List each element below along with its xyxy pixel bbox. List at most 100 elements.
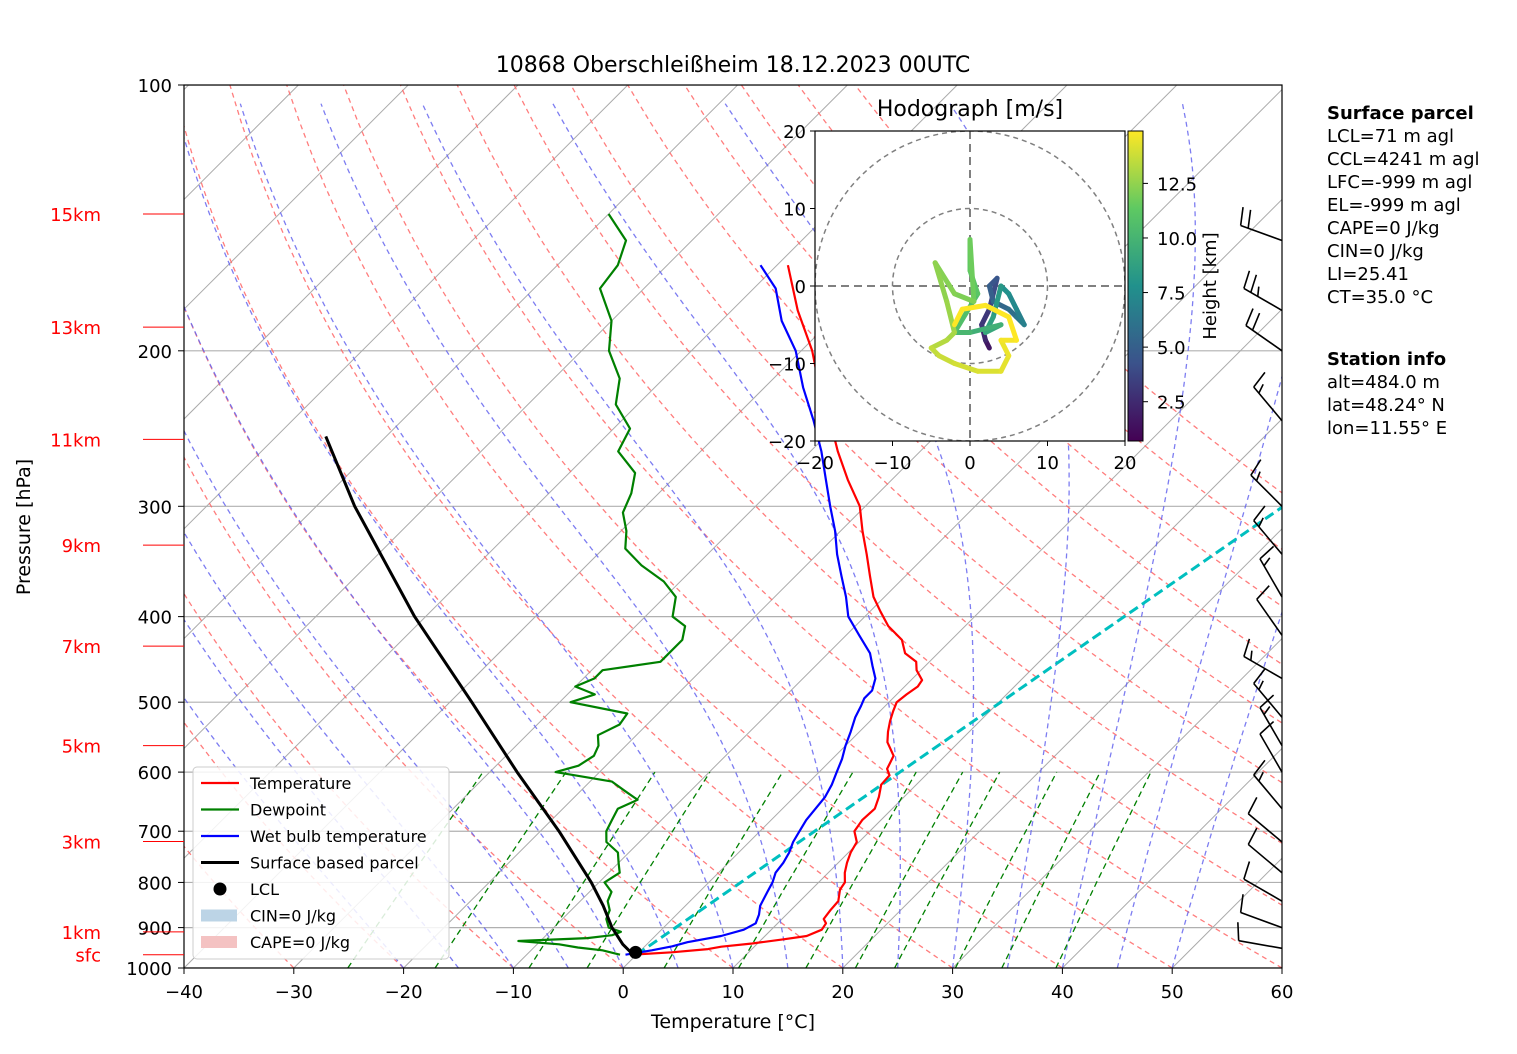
hodograph-segment [998, 337, 1012, 359]
hodograph-segment [967, 237, 977, 304]
legend-entry: Wet bulb temperature [201, 827, 427, 846]
isotherm-line [732, 418, 1282, 968]
x-tick-label: 20 [831, 982, 854, 1003]
legend-label: Temperature [249, 774, 351, 793]
hodograph-background [815, 131, 1125, 441]
surface-parcel-li: LI=25.41 [1327, 264, 1409, 285]
y-tick-label: 700 [138, 822, 172, 843]
x-tick-label: −40 [165, 982, 203, 1003]
legend-label: Wet bulb temperature [250, 827, 427, 846]
hodograph-y-tick-label: −20 [768, 432, 806, 453]
moist-adiabat-line [320, 103, 789, 968]
series-layer [324, 213, 924, 959]
moist-adiabat-line [184, 135, 679, 968]
hodograph-segment [936, 353, 957, 366]
dry-adiabat-line [184, 455, 624, 968]
wind-barb [1253, 371, 1283, 422]
hodograph-segment [952, 306, 965, 328]
surface-parcel-ct: CT=35.0 °C [1327, 287, 1434, 308]
isotherm-line [513, 198, 1282, 968]
dry-adiabat-line [570, 85, 1282, 784]
hodograph-x-tick-label: 20 [1114, 453, 1137, 474]
wind-barb [1256, 585, 1283, 636]
height-label: 15km [50, 205, 101, 226]
mixing-ratio-line [954, 771, 1058, 968]
profile-temperature-line [630, 264, 924, 956]
mixing-ratio-line [738, 771, 854, 968]
isotherm-line [184, 85, 519, 420]
hodograph-segment [986, 283, 996, 304]
hodograph-x-tick-label: 10 [1036, 453, 1059, 474]
wind-barb [1253, 759, 1283, 810]
wind-barb [1243, 270, 1283, 312]
moist-adiabat-line [239, 103, 734, 968]
hodograph-y-tick-label: 20 [783, 122, 806, 143]
hodograph-segment [952, 291, 977, 304]
colorbar [1127, 130, 1144, 442]
wind-barbs [1237, 207, 1283, 950]
colorbar-tick-label: 2.5 [1157, 393, 1186, 414]
hodograph-segment [1014, 306, 1027, 328]
colorbar-tick-label: 10.0 [1157, 229, 1197, 250]
wind-barb [1243, 861, 1283, 902]
mixing-ratio-line [1001, 771, 1101, 968]
legend: Temperature Dewpoint Wet bulb temperature S… [192, 766, 450, 960]
hodograph: Hodograph [m/s] −20 −10 0 10 20 20 10 0 −10 −20 2.5… [768, 97, 1221, 474]
isotherm-line [184, 85, 629, 530]
wind-barb [1250, 459, 1283, 507]
y-tick-label: 600 [138, 763, 172, 784]
moist-adiabat-line [184, 429, 569, 968]
mixing-ratio-line [1055, 771, 1152, 968]
isotherm-line [184, 85, 409, 310]
hodograph-segment [1006, 314, 1019, 343]
hodograph-segment [979, 306, 992, 328]
lcl-marker [629, 945, 643, 959]
wind-barb [1259, 720, 1283, 773]
mixing-ratio-line [663, 771, 784, 968]
profile-dewpoint-line [517, 213, 687, 956]
y-tick-label: 300 [138, 497, 172, 518]
wind-barb [1253, 505, 1283, 555]
y-tick-label: 800 [138, 873, 172, 894]
legend-entry: CAPE=0 J/kg [201, 933, 350, 952]
hodograph-segment [1006, 291, 1019, 312]
surface-parcel-panel: Surface parcel LCL=71 m agl CCL=4241 m a… [1327, 102, 1480, 309]
y-tick-label: 500 [138, 693, 172, 714]
surface-parcel-heading: Surface parcel [1327, 103, 1474, 124]
hodograph-segment [944, 299, 957, 335]
colorbar-label: Height [km] [1200, 232, 1221, 339]
legend-entry: CIN=0 J/kg [201, 907, 336, 926]
surface-parcel-cape: CAPE=0 J/kg [1327, 218, 1440, 239]
y-tick-label: 100 [138, 76, 172, 97]
hodograph-segment [983, 302, 1012, 320]
hodograph-y-tick-label: 0 [795, 277, 806, 298]
dry-adiabat-line [184, 123, 844, 968]
height-label: 11km [50, 430, 101, 451]
moist-adiabat-line [184, 531, 514, 968]
y-tick-label: 900 [138, 919, 172, 940]
axes-layer: −40 −30 −20 −10 0 10 20 30 40 50 60100200300400500… [50, 76, 1293, 1003]
height-label: 1km [62, 923, 101, 944]
station-info-panel: Station info alt=484.0 m lat=48.24° N lo… [1327, 348, 1447, 440]
dry-adiabat-line [184, 305, 734, 968]
isotherm-line [184, 85, 848, 750]
moist-adiabat-line [724, 103, 975, 968]
legend-box [192, 766, 450, 960]
profile-wet-bulb-temperature-line [625, 264, 877, 956]
hodograph-x-tick-label: 0 [964, 453, 975, 474]
wind-barb [1247, 797, 1283, 843]
dry-adiabat-line [456, 85, 1282, 906]
mixing-ratio-line [434, 771, 567, 968]
profile-surface-based-parcel-line [324, 435, 635, 956]
height-label: 7km [62, 637, 101, 658]
x-tick-label: 30 [941, 982, 964, 1003]
dry-adiabat-line [513, 85, 1282, 845]
moist-adiabat-line [1171, 610, 1282, 968]
hodograph-segment [959, 302, 988, 312]
hodograph-title: Hodograph [m/s] [877, 97, 1063, 122]
moist-adiabat-line [1116, 374, 1282, 968]
y-tick-label: 200 [138, 342, 172, 363]
surface-parcel-cin: CIN=0 J/kg [1327, 241, 1424, 262]
x-tick-label: 0 [617, 982, 628, 1003]
